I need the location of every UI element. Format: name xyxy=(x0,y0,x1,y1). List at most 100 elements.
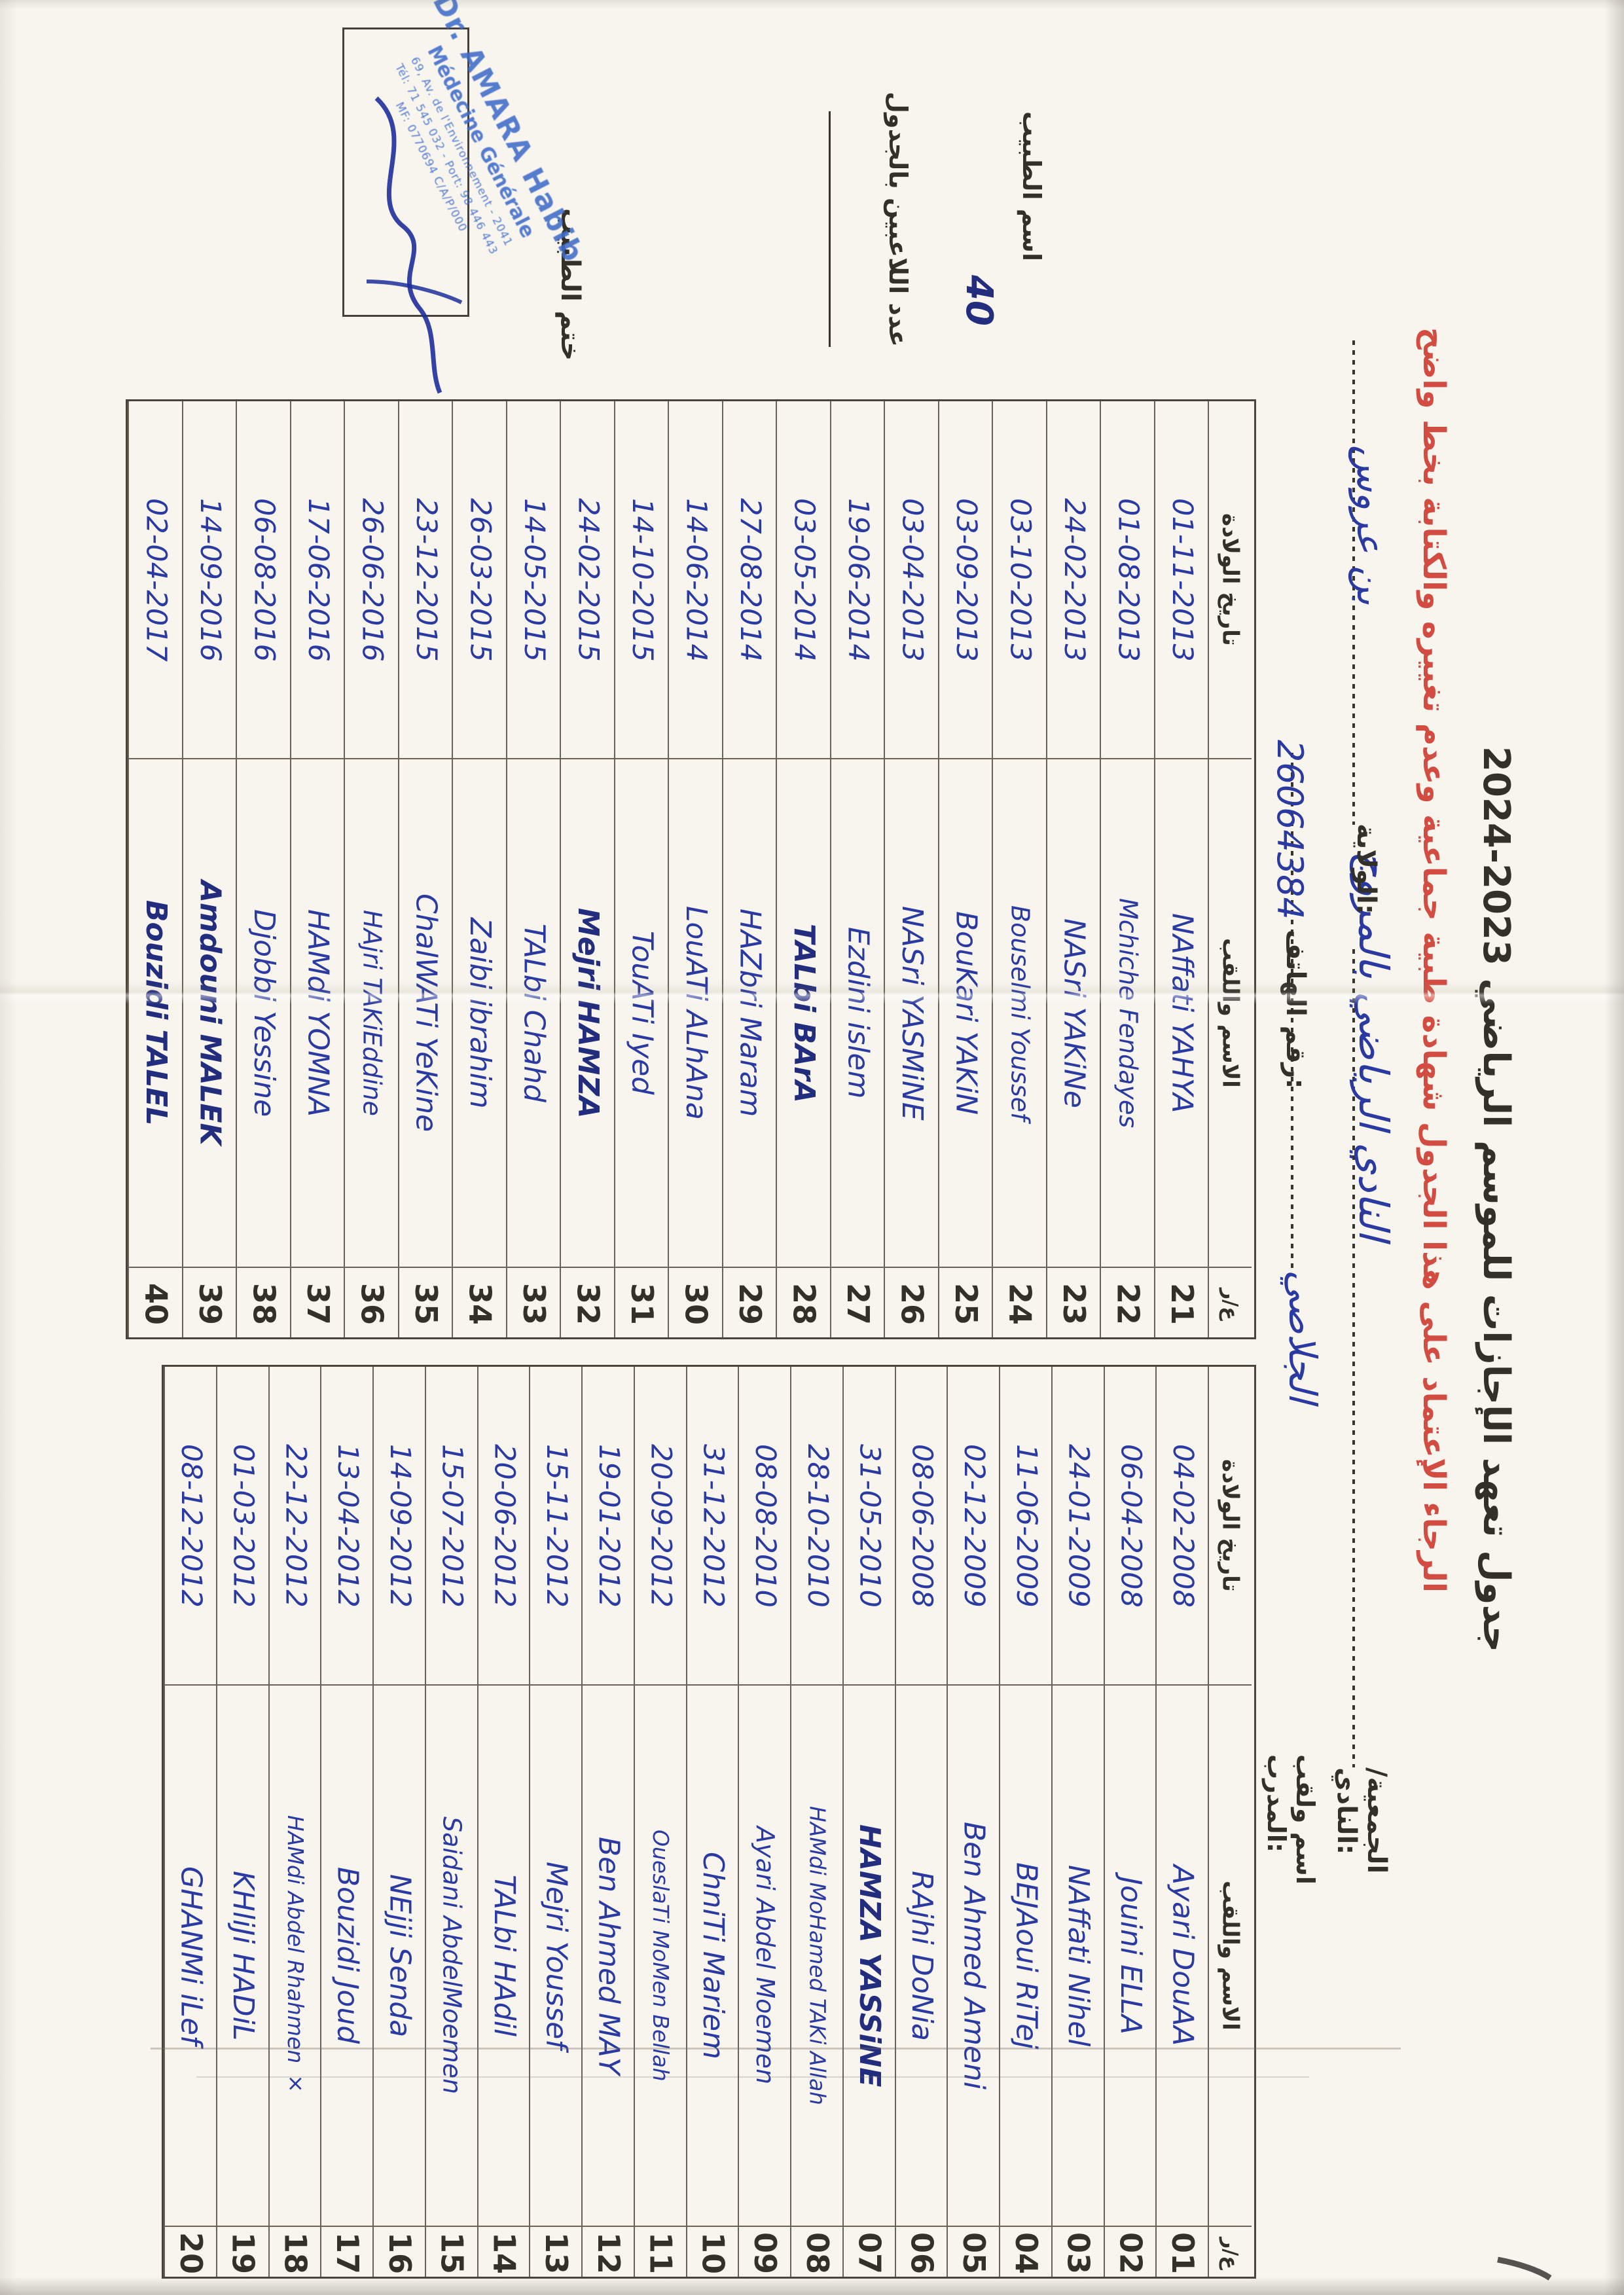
player-name: HAMdi MoHamed TAKi Allah xyxy=(804,1805,831,2106)
table-column-strip: 17-06-2016 HAMdi YOMNA 37 xyxy=(289,401,345,1337)
number-header: ع/ر xyxy=(1219,2237,1242,2269)
dob-value-cell: 26-06-2016 xyxy=(345,401,399,758)
dob-value: 03-10-2013 xyxy=(1003,497,1037,662)
table-column-strip: 13-04-2012 Bouzidi Joud 17 xyxy=(320,1367,374,2277)
phone-field-label: رقم الهاتف: xyxy=(1280,930,1310,1089)
player-name-cell: GHANMi iLef xyxy=(165,1684,217,2226)
dob-value-cell: 31-05-2010 xyxy=(844,1367,896,1684)
dob-value-cell: 14-06-2014 xyxy=(669,401,723,758)
dob-value: 26-06-2016 xyxy=(355,497,389,662)
row-number: 13 xyxy=(539,2232,575,2274)
name-header-cell: الاسم واللقب xyxy=(1209,758,1252,1267)
dob-value-cell: 02-12-2009 xyxy=(948,1367,1000,1684)
row-number: 35 xyxy=(408,1282,444,1325)
table-column-strip: 19-01-2012 Ben Ahmed MAY 12 xyxy=(581,1367,635,2277)
row-number: 25 xyxy=(948,1282,984,1325)
row-number-cell: 35 xyxy=(399,1267,453,1340)
player-name: HAMZA YASSiNE xyxy=(853,1824,887,2087)
row-number-cell: 01 xyxy=(1157,2226,1209,2279)
table-column-strip: 31-12-2012 ChniTi Mariem 10 xyxy=(685,1367,740,2277)
dob-value-cell: 26-03-2015 xyxy=(453,401,507,758)
row-number: 22 xyxy=(1110,1282,1146,1325)
row-number: 31 xyxy=(624,1282,660,1325)
player-name-cell: Bouzidi Joud xyxy=(321,1684,374,2226)
player-name-cell: NEjji Senda xyxy=(374,1684,426,2226)
row-number-cell: 26 xyxy=(885,1267,939,1340)
row-number: 06 xyxy=(904,2232,940,2274)
player-name: LouATi ALhAna xyxy=(679,906,713,1120)
dob-value: 19-06-2014 xyxy=(841,497,875,662)
player-name: NAffati YAHYA xyxy=(1165,913,1199,1113)
player-name: Ben Ahmed Ameni xyxy=(957,1821,991,2090)
dob-header: تاريخ الولادة xyxy=(1217,513,1244,646)
table-column-strip: 08-12-2012 GHANMi iLef 20 xyxy=(164,1367,217,2277)
table-column-strip: 24-02-2015 Mejri HAMZA 32 xyxy=(560,401,615,1337)
player-name: KHliJi HADiL xyxy=(226,1870,261,2041)
dob-value-cell: 06-08-2016 xyxy=(237,401,291,758)
row-number-cell: 24 xyxy=(993,1267,1047,1340)
doctor-stamp: Dr. AMARA Habib Médecine Générale 69, Av… xyxy=(233,0,591,367)
dob-value-cell: 13-04-2012 xyxy=(321,1367,374,1684)
table-column-strip: تاريخ الولادة الاسم واللقب ع/ر xyxy=(1208,401,1252,1337)
page-title: جدول تعهد الإجازات للموسم الرياضي 2023-2… xyxy=(1475,746,1517,1653)
table-column-strip: 03-05-2014 TALbi BArA 28 xyxy=(776,401,831,1337)
table-column-strip: 27-08-2014 HAZbri Maram 29 xyxy=(721,401,777,1340)
row-number-cell: 29 xyxy=(723,1267,777,1340)
dob-value-cell: 14-09-2016 xyxy=(183,401,238,758)
row-number: 12 xyxy=(590,2232,626,2274)
row-number-cell: 15 xyxy=(425,2226,478,2279)
dob-value: 26-03-2015 xyxy=(463,497,497,662)
row-number-cell: 02 xyxy=(1104,2226,1157,2279)
dob-value: 31-05-2010 xyxy=(853,1443,886,1608)
row-number: 09 xyxy=(748,2232,784,2274)
number-header-cell: ع/ر xyxy=(1209,2226,1252,2279)
pen-mark-artifact xyxy=(1497,2256,1552,2281)
row-number-cell: 33 xyxy=(507,1267,561,1340)
dob-value: 20-09-2012 xyxy=(644,1443,677,1608)
player-name: HAMdi YOMNA xyxy=(301,909,335,1117)
row-number-cell: 08 xyxy=(791,2226,844,2279)
dob-value: 02-12-2009 xyxy=(958,1443,991,1608)
name-header: الاسم واللقب xyxy=(1217,1881,1244,2031)
row-number: 24 xyxy=(1002,1282,1038,1325)
player-name-cell: HAMdi MoHamed TAKi Allah xyxy=(791,1684,844,2226)
player-name: TALbi HAdil xyxy=(487,1874,521,2037)
dob-header-cell: تاريخ الولادة xyxy=(1209,1367,1252,1684)
player-name: TALbi BArA xyxy=(787,923,821,1103)
player-name: ChniTi Mariem xyxy=(696,1852,730,2059)
dob-value: 20-06-2012 xyxy=(488,1443,521,1608)
dob-header: تاريخ الولادة xyxy=(1217,1459,1244,1592)
table-column-strip: 01-03-2012 KHliJi HADiL 19 xyxy=(215,1367,270,2277)
dob-value-cell: 23-12-2015 xyxy=(399,401,454,758)
dob-value-cell: 11-06-2009 xyxy=(1000,1367,1053,1684)
row-number-cell: 14 xyxy=(478,2226,531,2279)
player-name-cell: NASri YASMiNE xyxy=(885,758,939,1267)
table-column-strip: 03-04-2013 NASri YASMiNE 26 xyxy=(884,401,939,1337)
table-players-21-40: تاريخ الولادة الاسم واللقب ع/ر 01-11-2013 NA… xyxy=(126,399,1256,1339)
dob-value-cell: 20-09-2012 xyxy=(635,1367,687,1684)
player-name: BouKari YAKiN xyxy=(949,911,983,1115)
row-number: 33 xyxy=(516,1282,552,1325)
row-number-cell: 18 xyxy=(269,2226,322,2279)
player-name-cell: HAMZA YASSiNE xyxy=(843,1684,896,2226)
phone-field-value: 26064384 xyxy=(1269,740,1310,920)
dob-value: 08-06-2008 xyxy=(905,1443,939,1608)
player-name: NAffati Nihel xyxy=(1062,1864,1096,2047)
table-column-strip: 08-08-2010 Ayari Abdel Moemen 09 xyxy=(738,1367,791,2277)
row-number: 02 xyxy=(1113,2232,1149,2274)
player-name-cell: HAMdi YOMNA xyxy=(291,758,345,1267)
table-column-strip: 20-09-2012 OueslaTi MoMen Bellah 11 xyxy=(633,1367,687,2277)
row-number-cell: 21 xyxy=(1155,1267,1209,1340)
row-number: 08 xyxy=(799,2232,835,2274)
player-name: OueslaTi MoMen Bellah xyxy=(648,1830,674,2082)
player-name-cell: Ben Ahmed MAY xyxy=(583,1684,635,2226)
scan-edge-shadow-bottom xyxy=(0,2277,1624,2295)
player-name-cell: NASri YAKiNe xyxy=(1047,758,1101,1267)
dob-value: 19-01-2012 xyxy=(592,1443,625,1608)
dob-value: 03-04-2013 xyxy=(895,497,929,662)
number-header-cell: ع/ر xyxy=(1209,1267,1252,1340)
dob-value: 13-04-2012 xyxy=(331,1443,365,1608)
row-number-cell: 16 xyxy=(374,2226,426,2279)
table-column-strip: 14-06-2014 LouATi ALhAna 30 xyxy=(668,401,723,1337)
